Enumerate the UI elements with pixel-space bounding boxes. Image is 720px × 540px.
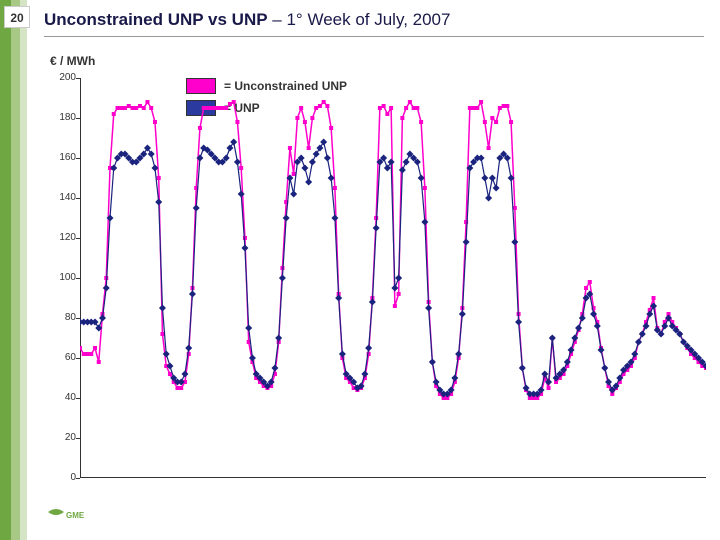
y-axis-label: € / MWh xyxy=(50,54,95,68)
y-tick-label: 80 xyxy=(50,312,76,323)
y-tick-label: 100 xyxy=(50,272,76,283)
y-tick-label: 160 xyxy=(50,152,76,163)
svg-text:GME: GME xyxy=(66,511,85,520)
y-tick-label: 120 xyxy=(50,232,76,243)
y-tick-label: 20 xyxy=(50,432,76,443)
plot-area xyxy=(80,78,706,478)
page-title: Unconstrained UNP vs UNP – 1° Week of Ju… xyxy=(44,10,450,30)
left-accent-stripe xyxy=(0,0,36,540)
gme-logo: GME xyxy=(44,504,88,532)
y-tick-label: 60 xyxy=(50,352,76,363)
y-tick-mark xyxy=(76,478,80,479)
y-tick-label: 200 xyxy=(50,72,76,83)
slide-number: 20 xyxy=(4,6,30,28)
y-tick-label: 180 xyxy=(50,112,76,123)
title-underline xyxy=(44,36,704,37)
y-tick-label: 0 xyxy=(50,472,76,483)
y-tick-label: 40 xyxy=(50,392,76,403)
title-bold: Unconstrained UNP vs UNP xyxy=(44,10,268,29)
chart-area: 020406080100120140160180200 xyxy=(44,78,706,478)
title-light: – 1° Week of July, 2007 xyxy=(268,10,451,29)
chart-svg xyxy=(80,78,706,478)
y-tick-label: 140 xyxy=(50,192,76,203)
